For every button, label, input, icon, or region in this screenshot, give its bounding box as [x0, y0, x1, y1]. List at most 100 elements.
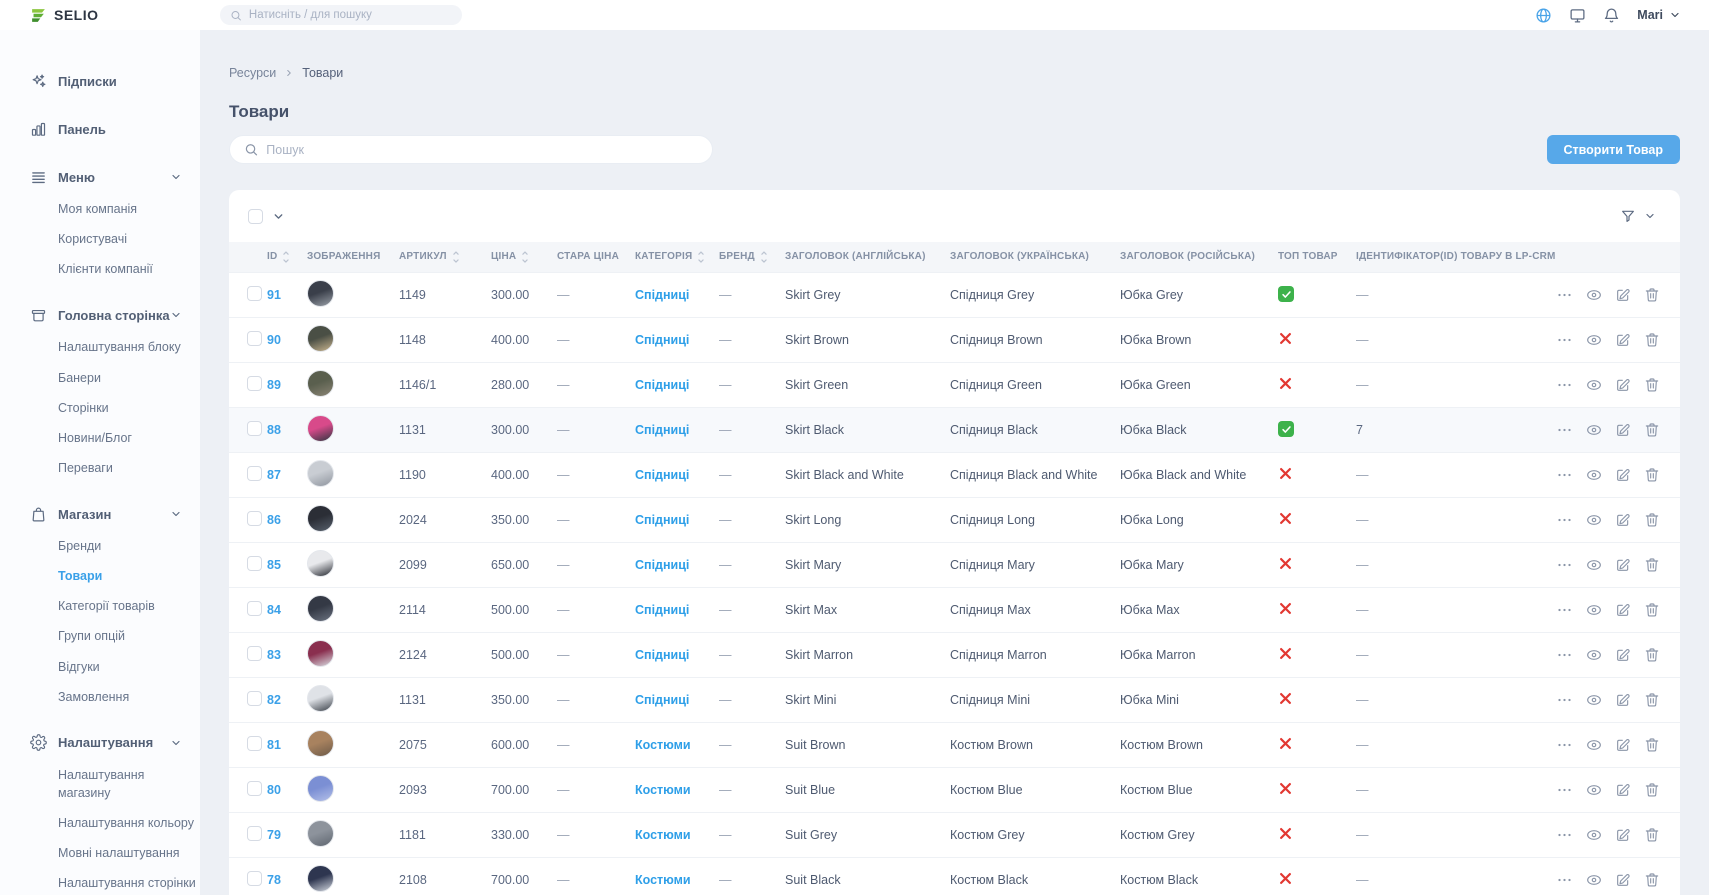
row-more-button[interactable] — [1556, 512, 1573, 528]
row-edit-button[interactable] — [1615, 332, 1631, 348]
product-id-link[interactable]: 83 — [267, 647, 281, 662]
product-category-link[interactable]: Спідниці — [635, 557, 690, 572]
row-view-button[interactable] — [1586, 512, 1602, 528]
monitor-icon[interactable] — [1569, 7, 1586, 24]
row-checkbox[interactable] — [247, 690, 262, 706]
row-delete-button[interactable] — [1644, 467, 1660, 483]
sidebar-group-header[interactable]: Головна сторінка — [0, 300, 200, 330]
row-checkbox[interactable] — [247, 870, 262, 886]
row-delete-button[interactable] — [1644, 827, 1660, 843]
row-view-button[interactable] — [1586, 827, 1602, 843]
row-view-button[interactable] — [1586, 647, 1602, 663]
row-more-button[interactable] — [1556, 557, 1573, 573]
product-id-link[interactable]: 79 — [267, 827, 281, 842]
breadcrumb-link-resources[interactable]: Ресурси — [229, 66, 277, 80]
row-edit-button[interactable] — [1615, 782, 1631, 798]
product-id-link[interactable]: 90 — [267, 332, 281, 347]
sidebar-group-header[interactable]: Налаштування — [0, 728, 200, 758]
global-search[interactable] — [220, 5, 462, 25]
sidebar-item[interactable]: Клієнти компанії — [58, 262, 153, 277]
product-id-link[interactable]: 88 — [267, 422, 281, 437]
sidebar-group-header[interactable]: Панель — [0, 114, 200, 144]
row-delete-button[interactable] — [1644, 872, 1660, 888]
row-checkbox[interactable] — [247, 285, 262, 301]
sidebar-item[interactable]: Налаштування блоку — [58, 340, 181, 355]
product-category-link[interactable]: Спідниці — [635, 467, 690, 482]
user-menu[interactable]: Mari — [1637, 8, 1681, 22]
product-category-link[interactable]: Костюми — [635, 827, 691, 842]
column-header[interactable]: ЦІНА — [491, 242, 557, 272]
row-edit-button[interactable] — [1615, 692, 1631, 708]
row-view-button[interactable] — [1586, 872, 1602, 888]
row-more-button[interactable] — [1556, 287, 1573, 303]
products-search[interactable] — [229, 135, 713, 164]
select-all-checkbox[interactable] — [248, 208, 263, 224]
row-more-button[interactable] — [1556, 737, 1573, 753]
row-delete-button[interactable] — [1644, 737, 1660, 753]
row-checkbox[interactable] — [247, 330, 262, 346]
sidebar-item[interactable]: Товари — [58, 569, 103, 584]
sidebar-group-header[interactable]: Меню — [0, 162, 200, 192]
row-delete-button[interactable] — [1644, 782, 1660, 798]
product-category-link[interactable]: Костюми — [635, 737, 691, 752]
product-category-link[interactable]: Спідниці — [635, 287, 690, 302]
sidebar-item[interactable]: Переваги — [58, 460, 113, 475]
row-delete-button[interactable] — [1644, 422, 1660, 438]
row-more-button[interactable] — [1556, 332, 1573, 348]
row-more-button[interactable] — [1556, 377, 1573, 393]
product-id-link[interactable]: 78 — [267, 872, 281, 887]
product-id-link[interactable]: 87 — [267, 467, 281, 482]
sidebar-item[interactable]: Моя компанія — [58, 202, 138, 216]
select-actions-chevron-icon[interactable] — [272, 210, 285, 223]
row-view-button[interactable] — [1586, 557, 1602, 573]
row-edit-button[interactable] — [1615, 827, 1631, 843]
product-id-link[interactable]: 82 — [267, 692, 281, 707]
column-header[interactable]: ID — [267, 242, 307, 272]
row-checkbox[interactable] — [247, 600, 262, 616]
row-edit-button[interactable] — [1615, 512, 1631, 528]
row-view-button[interactable] — [1586, 467, 1602, 483]
row-more-button[interactable] — [1556, 872, 1573, 888]
row-delete-button[interactable] — [1644, 692, 1660, 708]
row-delete-button[interactable] — [1644, 287, 1660, 303]
row-checkbox[interactable] — [247, 735, 262, 751]
row-view-button[interactable] — [1586, 287, 1602, 303]
row-checkbox[interactable] — [247, 780, 262, 796]
row-edit-button[interactable] — [1615, 602, 1631, 618]
row-delete-button[interactable] — [1644, 512, 1660, 528]
row-checkbox[interactable] — [247, 375, 262, 391]
sidebar-item[interactable]: Групи опцій — [58, 629, 125, 644]
product-id-link[interactable]: 86 — [267, 512, 281, 527]
row-edit-button[interactable] — [1615, 647, 1631, 663]
sidebar-item[interactable]: Новини/Блог — [58, 430, 132, 445]
create-product-button[interactable]: Створити Товар — [1546, 135, 1680, 164]
row-checkbox[interactable] — [247, 420, 262, 436]
globe-icon[interactable] — [1535, 7, 1552, 24]
sidebar-item[interactable]: Налаштування кольору — [58, 816, 194, 830]
bell-icon[interactable] — [1603, 7, 1620, 24]
global-search-input[interactable] — [248, 9, 452, 21]
row-checkbox[interactable] — [247, 465, 262, 481]
sidebar-item[interactable]: Мовні налаштування — [58, 846, 180, 861]
sidebar-item[interactable]: Банери — [58, 370, 101, 385]
row-more-button[interactable] — [1556, 692, 1573, 708]
sidebar-group-header[interactable]: Магазин — [0, 499, 200, 529]
row-delete-button[interactable] — [1644, 332, 1660, 348]
product-id-link[interactable]: 89 — [267, 377, 281, 392]
product-id-link[interactable]: 84 — [267, 602, 281, 617]
product-category-link[interactable]: Спідниці — [635, 377, 690, 392]
sidebar-item[interactable]: Налаштування магазину — [58, 767, 145, 800]
row-delete-button[interactable] — [1644, 602, 1660, 618]
sidebar-item[interactable]: Сторінки — [58, 400, 109, 415]
product-id-link[interactable]: 80 — [267, 782, 281, 797]
row-checkbox[interactable] — [247, 825, 262, 841]
product-category-link[interactable]: Спідниці — [635, 647, 690, 662]
product-category-link[interactable]: Костюми — [635, 872, 691, 887]
sidebar-group-header[interactable]: Підписки — [0, 66, 200, 96]
row-more-button[interactable] — [1556, 422, 1573, 438]
row-edit-button[interactable] — [1615, 737, 1631, 753]
row-view-button[interactable] — [1586, 602, 1602, 618]
row-delete-button[interactable] — [1644, 377, 1660, 393]
product-id-link[interactable]: 85 — [267, 557, 281, 572]
row-view-button[interactable] — [1586, 692, 1602, 708]
